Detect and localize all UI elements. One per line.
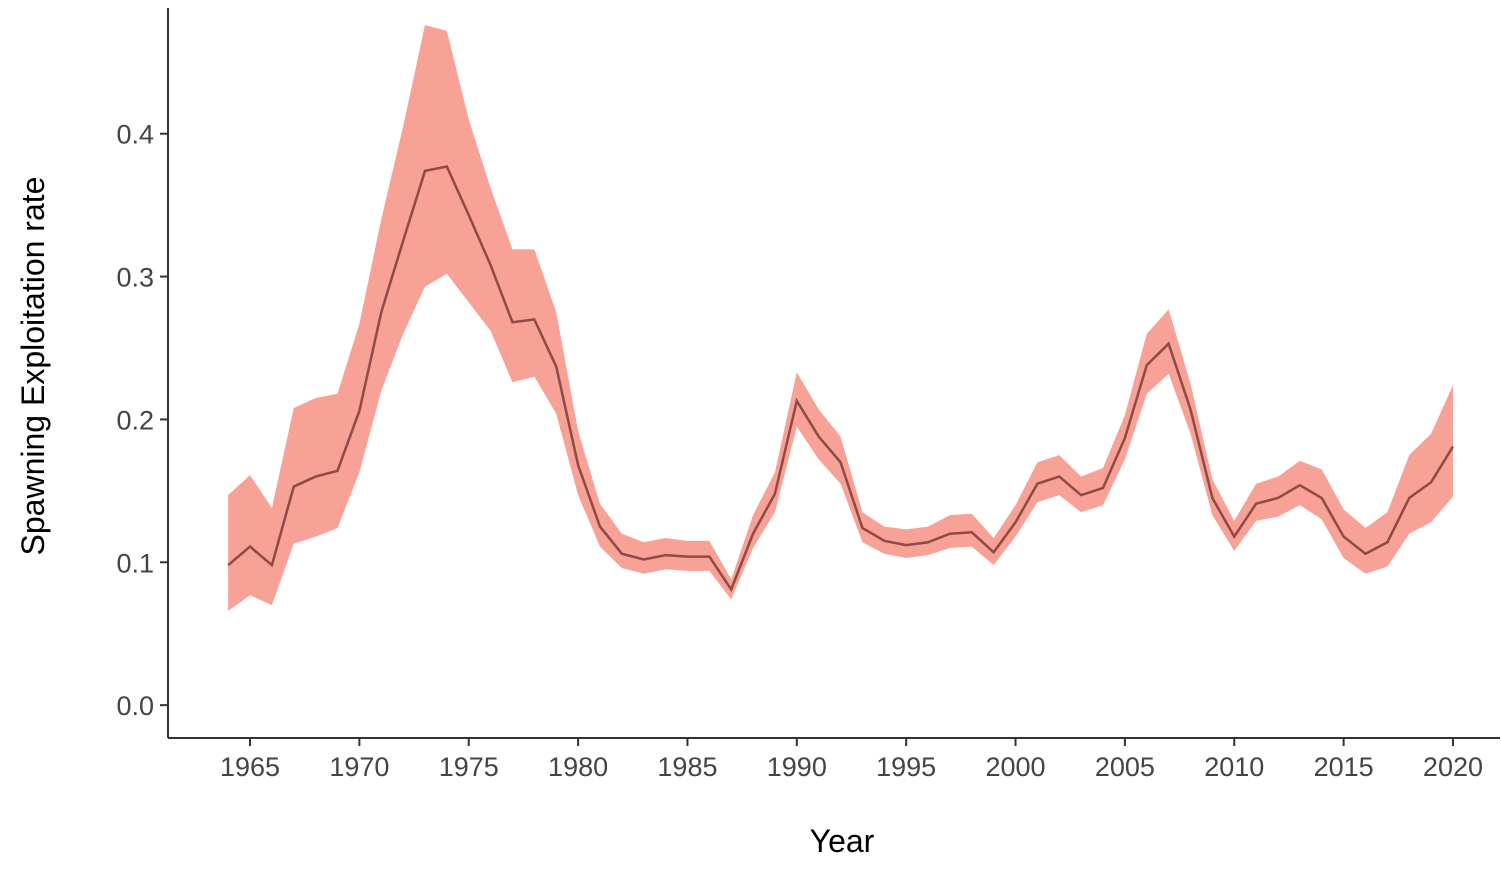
confidence-band	[228, 25, 1453, 611]
x-tick-label: 1995	[876, 752, 936, 782]
y-axis-label: Spawning Exploitation rate	[15, 177, 51, 556]
x-tick-label: 2015	[1314, 752, 1374, 782]
x-tick-label: 2020	[1423, 752, 1483, 782]
y-tick-label: 0.4	[116, 120, 154, 150]
x-axis-label: Year	[810, 823, 875, 859]
x-tick-label: 1990	[767, 752, 827, 782]
x-tick-label: 1980	[548, 752, 608, 782]
x-tick-label: 2005	[1095, 752, 1155, 782]
x-tick-label: 2010	[1204, 752, 1264, 782]
y-tick-label: 0.3	[116, 263, 154, 293]
x-tick-label: 1970	[329, 752, 389, 782]
x-tick-label: 1985	[657, 752, 717, 782]
x-tick-label: 1965	[220, 752, 280, 782]
x-tick-label: 2000	[985, 752, 1045, 782]
y-tick-label: 0.0	[116, 691, 154, 721]
y-tick-label: 0.1	[116, 548, 154, 578]
x-tick-label: 1975	[439, 752, 499, 782]
line	[227, 165, 1455, 593]
y-tick-label: 0.2	[116, 405, 154, 435]
